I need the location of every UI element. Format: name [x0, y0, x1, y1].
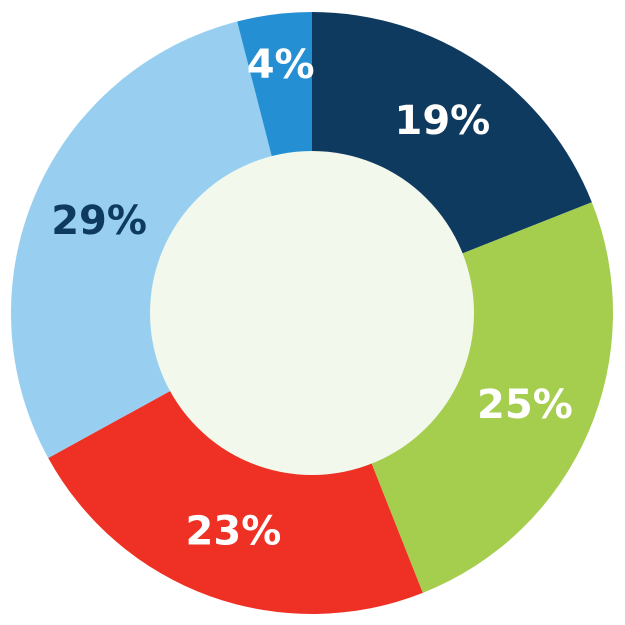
donut-center	[150, 151, 474, 475]
slice-label-2: 23%	[186, 508, 282, 554]
slice-label-0: 19%	[395, 98, 491, 144]
slice-label-4: 4%	[247, 42, 315, 88]
slice-label-1: 25%	[477, 382, 573, 428]
labels: 19% 25% 23% 29% 4%	[51, 42, 573, 554]
slice-label-3: 29%	[51, 198, 147, 244]
